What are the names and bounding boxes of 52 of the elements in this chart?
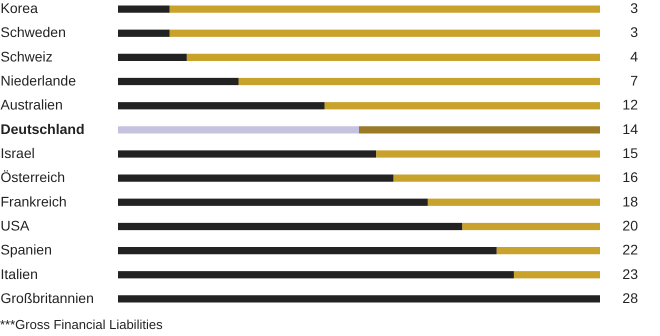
- bar: [118, 102, 325, 110]
- y-tick-label: Italien: [0, 266, 38, 282]
- bar: [118, 271, 514, 278]
- bar: [496, 246, 600, 254]
- bar: [118, 174, 394, 182]
- bar: [514, 271, 600, 278]
- bar: [170, 30, 600, 37]
- data-label: 22: [622, 242, 638, 258]
- y-tick-label: Österreich: [0, 169, 66, 186]
- y-tick-label: Spanien: [0, 242, 52, 258]
- bar: [170, 5, 600, 13]
- bar: [118, 30, 170, 37]
- bar: [118, 126, 359, 134]
- y-tick-label: Deutschland: [0, 120, 85, 137]
- bar: [359, 126, 600, 134]
- data-label: 15: [622, 145, 638, 161]
- bar: [118, 78, 238, 86]
- text: ***Gross Financial Liabilities: [0, 317, 164, 332]
- bar: [462, 222, 600, 230]
- data-label: 3: [630, 24, 638, 40]
- data-label: 16: [622, 169, 638, 186]
- bar: [186, 54, 600, 62]
- bar: [324, 102, 600, 110]
- data-label: 18: [622, 193, 638, 210]
- bar: [428, 198, 600, 206]
- bar: [118, 222, 462, 230]
- bar: [118, 246, 497, 254]
- y-tick-label: USA: [0, 217, 30, 234]
- bar: [118, 295, 600, 303]
- y-tick-label: Großbritannien: [0, 290, 94, 306]
- bar: [118, 198, 428, 206]
- y-tick-label: Niederlande: [0, 72, 76, 89]
- data-label: 23: [622, 266, 638, 282]
- y-tick-label: Israel: [0, 145, 35, 161]
- bar: [238, 78, 600, 86]
- data-label: 4: [630, 48, 638, 64]
- y-tick-label: Korea: [0, 0, 38, 16]
- data-label: 3: [630, 0, 638, 16]
- data-label: 20: [622, 217, 638, 234]
- data-label: 14: [622, 120, 638, 137]
- bar: [118, 54, 187, 62]
- y-tick-label: Schweden: [0, 24, 66, 40]
- data-label: 28: [622, 290, 638, 306]
- bar: [393, 174, 600, 182]
- bar: [376, 150, 600, 158]
- data-label: 7: [630, 72, 638, 89]
- bar: [118, 5, 170, 13]
- y-tick-label: Frankreich: [0, 193, 67, 210]
- y-tick-label: Schweiz: [0, 48, 53, 64]
- data-label: 12: [622, 96, 638, 113]
- y-tick-label: Australien: [0, 96, 63, 113]
- bar: [118, 150, 376, 158]
